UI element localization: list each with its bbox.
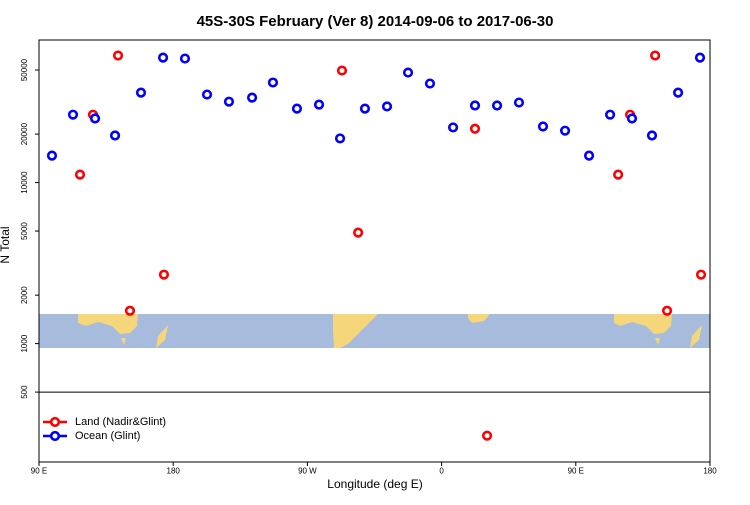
data-point xyxy=(583,150,595,161)
data-point xyxy=(179,53,191,64)
y-tick-label: 20000 xyxy=(20,122,29,145)
data-point xyxy=(491,100,503,111)
legend-marker xyxy=(49,416,61,428)
data-point xyxy=(67,109,79,120)
data-point xyxy=(135,87,147,98)
data-point xyxy=(481,430,493,441)
data-point xyxy=(336,65,348,76)
y-tick-label: 500 xyxy=(20,385,29,399)
data-point xyxy=(646,130,658,141)
legend-label: Ocean (Glint) xyxy=(75,430,140,442)
data-point xyxy=(613,169,624,180)
legend-marker xyxy=(49,430,61,442)
data-point xyxy=(158,269,170,280)
y-axis-label: N Total xyxy=(0,226,12,263)
data-point xyxy=(650,50,661,61)
data-point xyxy=(694,52,706,63)
land-map xyxy=(121,325,168,348)
y-tick-label: 10000 xyxy=(20,171,29,194)
data-point xyxy=(313,99,325,110)
legend: Land (Nadir&Glint) Ocean (Glint) xyxy=(43,416,166,442)
data-point xyxy=(359,103,371,114)
data-point xyxy=(695,269,707,280)
data-point xyxy=(201,89,213,100)
data-point xyxy=(352,227,364,238)
data-point xyxy=(74,169,86,180)
data-point xyxy=(513,97,525,108)
map-strip xyxy=(39,314,710,348)
data-point xyxy=(626,113,638,124)
land-map xyxy=(333,314,378,348)
land-map xyxy=(614,314,672,334)
x-tick-label: 180 xyxy=(703,467,717,476)
data-point xyxy=(537,121,549,132)
x-tick-label: 90 E xyxy=(568,467,584,476)
data-point xyxy=(381,101,393,112)
data-point xyxy=(402,67,414,78)
data-point xyxy=(469,100,481,111)
data-point xyxy=(604,109,616,120)
x-axis-label: Longitude (deg E) xyxy=(327,477,422,491)
data-point xyxy=(124,305,136,316)
data-point xyxy=(559,125,571,136)
x-tick-label: 90 E xyxy=(31,467,47,476)
ocean-map xyxy=(39,314,710,348)
data-point xyxy=(469,123,481,134)
x-tick-label: 180 xyxy=(167,467,181,476)
y-tick-label: 50000 xyxy=(20,58,29,81)
legend-label: Land (Nadir&Glint) xyxy=(75,416,166,428)
y-tick-label: 1000 xyxy=(20,334,29,352)
y-tick-label: 2000 xyxy=(20,286,29,304)
data-point xyxy=(672,87,684,98)
data-point xyxy=(291,103,303,114)
x-tick-label: 0 xyxy=(439,467,444,476)
land-map xyxy=(468,314,490,323)
land-map xyxy=(655,325,702,348)
data-point xyxy=(246,92,258,103)
data-point xyxy=(447,122,459,133)
plot-frame xyxy=(38,39,711,463)
x-tick-label: 90 W xyxy=(298,467,317,476)
data-point xyxy=(267,77,279,88)
data-point xyxy=(109,130,121,141)
data-point xyxy=(157,52,169,63)
data-point xyxy=(89,113,101,124)
data-point xyxy=(112,50,124,61)
data-point xyxy=(223,96,235,107)
land-map xyxy=(78,314,138,334)
y-tick-label: 5000 xyxy=(20,222,29,240)
data-point xyxy=(424,78,436,89)
chart-title: 45S-30S February (Ver 8) 2014-09-06 to 2… xyxy=(197,13,554,30)
data-point xyxy=(334,133,346,144)
data-point xyxy=(661,305,673,316)
data-point xyxy=(46,150,58,161)
